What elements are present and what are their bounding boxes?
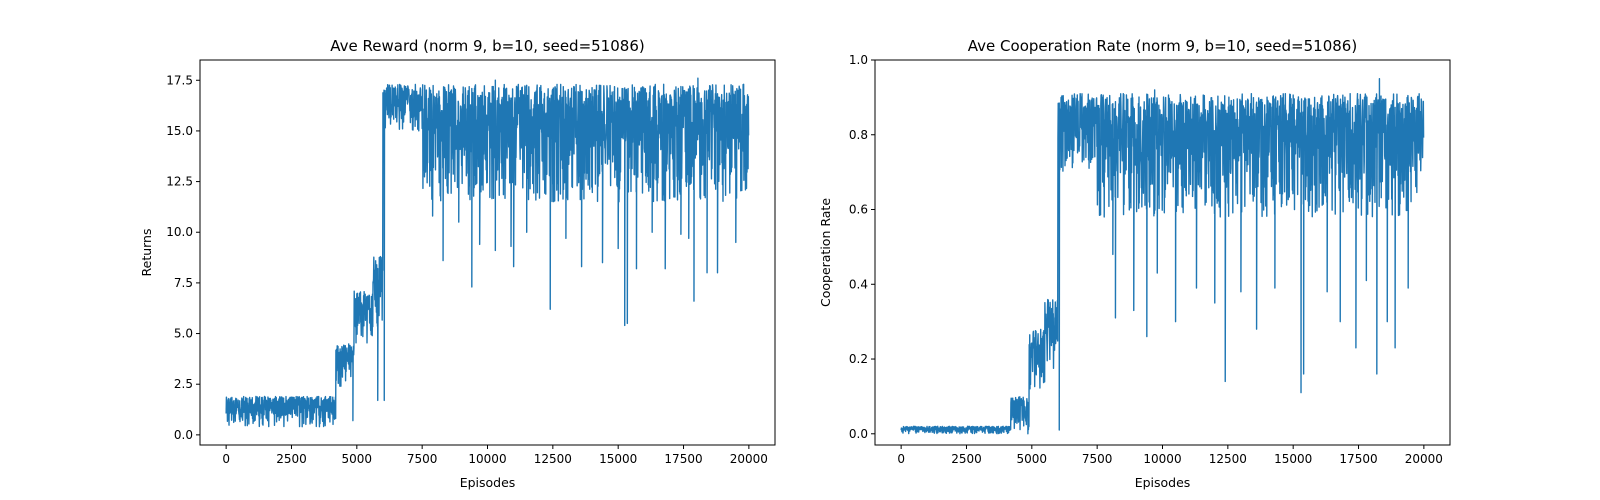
cooperation-x-tick-label: 15000 <box>1274 452 1312 466</box>
cooperation-y-tick-label: 0.0 <box>849 427 868 441</box>
reward-x-ticks: 0 2500 5000 7500 10000 12500 15000 17500 20000 <box>222 445 768 466</box>
reward-y-axis-label: Returns <box>139 229 154 277</box>
reward-x-axis-label: Episodes <box>460 475 516 490</box>
cooperation-x-tick-label: 17500 <box>1339 452 1377 466</box>
reward-x-tick-label: 12500 <box>534 452 572 466</box>
reward-y-tick-label: 2.5 <box>174 377 193 391</box>
reward-axes-frame <box>199 59 776 446</box>
reward-y-tick-label: 17.5 <box>166 73 193 87</box>
cooperation-x-ticks: 0 2500 5000 7500 10000 12500 15000 17500 20000 <box>897 445 1443 466</box>
cooperation-x-tick-label: 0 <box>897 452 905 466</box>
cooperation-x-tick-label: 2500 <box>951 452 982 466</box>
reward-y-tick-label: 7.5 <box>174 276 193 290</box>
reward-x-tick-label: 5000 <box>342 452 373 466</box>
cooperation-y-tick-label: 1.0 <box>849 53 868 67</box>
cooperation-series-line <box>900 77 1425 435</box>
reward-y-tick-label: 10.0 <box>166 225 193 239</box>
reward-y-tick-label: 0.0 <box>174 428 193 442</box>
cooperation-x-tick-label: 5000 <box>1017 452 1048 466</box>
cooperation-plot-area <box>900 77 1425 435</box>
cooperation-x-tick-label: 10000 <box>1143 452 1181 466</box>
cooperation-x-tick-label: 12500 <box>1209 452 1247 466</box>
cooperation-y-ticks: 0.0 0.2 0.4 0.6 0.8 1.0 <box>849 53 875 441</box>
cooperation-x-tick-label: 20000 <box>1405 452 1443 466</box>
reward-plot-area <box>225 77 750 428</box>
reward-y-tick-label: 12.5 <box>166 175 193 189</box>
reward-x-tick-label: 20000 <box>730 452 768 466</box>
cooperation-y-tick-label: 0.6 <box>849 203 868 217</box>
cooperation-axes-frame <box>874 59 1451 446</box>
cooperation-y-tick-label: 0.8 <box>849 128 868 142</box>
cooperation-x-tick-label: 7500 <box>1082 452 1113 466</box>
cooperation-y-tick-label: 0.4 <box>849 277 868 291</box>
cooperation-x-axis-label: Episodes <box>1135 475 1191 490</box>
reward-y-tick-label: 5.0 <box>174 327 193 341</box>
reward-x-tick-label: 2500 <box>276 452 307 466</box>
reward-x-tick-label: 10000 <box>468 452 506 466</box>
reward-x-tick-label: 7500 <box>407 452 438 466</box>
reward-y-ticks: 0.0 2.5 5.0 7.5 10.0 12.5 15.0 17.5 <box>166 73 200 442</box>
reward-x-tick-label: 15000 <box>599 452 637 466</box>
cooperation-chart: Ave Cooperation Rate (norm 9, b=10, seed… <box>818 37 1451 490</box>
reward-series-line <box>225 77 750 428</box>
cooperation-chart-title: Ave Cooperation Rate (norm 9, b=10, seed… <box>968 37 1357 55</box>
cooperation-y-tick-label: 0.2 <box>849 352 868 366</box>
reward-x-tick-label: 17500 <box>664 452 702 466</box>
reward-chart: Ave Reward (norm 9, b=10, seed=51086) 0 2… <box>139 37 776 490</box>
reward-chart-title: Ave Reward (norm 9, b=10, seed=51086) <box>330 37 644 55</box>
cooperation-y-axis-label: Cooperation Rate <box>818 198 833 307</box>
reward-x-tick-label: 0 <box>222 452 230 466</box>
reward-y-tick-label: 15.0 <box>166 124 193 138</box>
